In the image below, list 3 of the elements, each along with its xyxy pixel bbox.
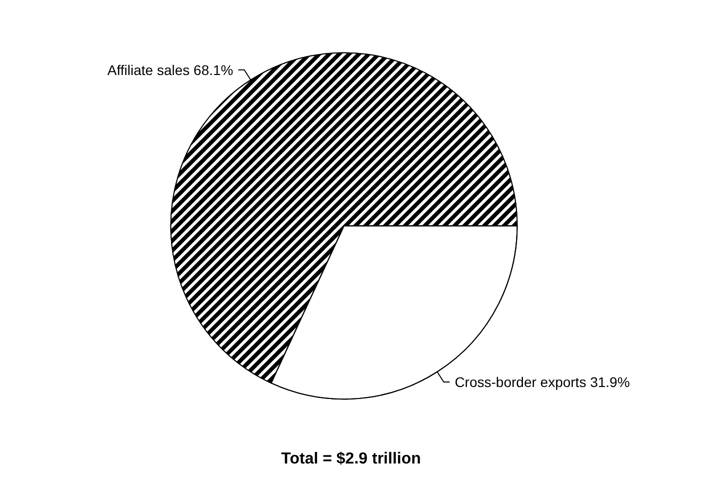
text: Total = $2.9 trillion — [281, 450, 421, 468]
slice-label: Cross-border exports 31.9% — [454, 374, 630, 390]
slice-label: Affiliate sales 68.1% — [107, 62, 234, 78]
